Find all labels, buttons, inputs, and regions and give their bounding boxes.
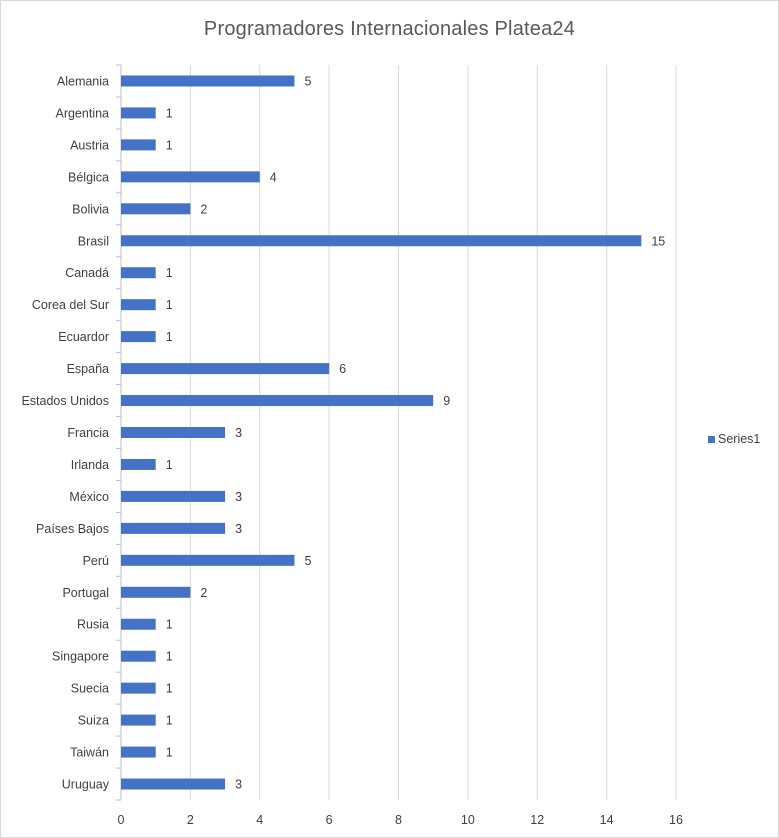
x-tick-label: 8 bbox=[395, 813, 402, 827]
category-label: Estados Unidos bbox=[21, 394, 109, 408]
chart-title: Programadores Internacionales Platea24 bbox=[203, 18, 576, 40]
bar-5 bbox=[121, 203, 191, 215]
data-label: 1 bbox=[166, 746, 173, 760]
data-label: 5 bbox=[304, 554, 311, 568]
category-label: España bbox=[67, 362, 109, 376]
data-label: 1 bbox=[166, 458, 173, 472]
data-label: 2 bbox=[200, 202, 207, 216]
bar-23 bbox=[121, 778, 226, 790]
bar-19 bbox=[121, 650, 156, 662]
bar-15 bbox=[121, 522, 226, 534]
bar-14 bbox=[121, 490, 226, 502]
bars bbox=[121, 75, 642, 790]
data-label: 1 bbox=[166, 138, 173, 152]
category-label: Brasil bbox=[78, 234, 109, 248]
x-tick-label: 2 bbox=[187, 813, 194, 827]
data-label: 9 bbox=[443, 394, 450, 408]
category-label: Alemania bbox=[57, 74, 109, 88]
bar-4 bbox=[121, 171, 260, 183]
category-label: Canadá bbox=[65, 266, 109, 280]
bar-1 bbox=[121, 75, 295, 87]
category-label: Suecia bbox=[71, 682, 109, 696]
bar-11 bbox=[121, 395, 434, 407]
data-label: 1 bbox=[166, 266, 173, 280]
data-label: 1 bbox=[166, 682, 173, 696]
category-label: Argentina bbox=[55, 106, 109, 120]
data-label: 3 bbox=[235, 490, 242, 504]
data-label: 2 bbox=[200, 586, 207, 600]
category-label: México bbox=[69, 490, 109, 504]
bar-17 bbox=[121, 586, 191, 598]
bar-8 bbox=[121, 299, 156, 311]
data-label: 3 bbox=[235, 778, 242, 792]
legend-label: Series1 bbox=[718, 432, 760, 446]
legend: Series1 bbox=[708, 432, 760, 446]
category-label: Países Bajos bbox=[36, 522, 109, 536]
data-label: 4 bbox=[270, 170, 277, 184]
bar-20 bbox=[121, 682, 156, 694]
x-tick-label: 16 bbox=[669, 813, 683, 827]
x-tick-label: 6 bbox=[326, 813, 333, 827]
bar-12 bbox=[121, 427, 226, 438]
category-label: Suiza bbox=[78, 714, 109, 728]
gridlines bbox=[189, 65, 677, 800]
data-label: 15 bbox=[651, 234, 665, 248]
category-label: Perú bbox=[83, 554, 109, 568]
data-label: 5 bbox=[304, 74, 311, 88]
data-label: 1 bbox=[166, 106, 173, 120]
x-tick-label: 12 bbox=[530, 813, 544, 827]
bar-13 bbox=[121, 458, 156, 470]
x-tick-label: 14 bbox=[600, 813, 614, 827]
bar-10 bbox=[121, 363, 330, 375]
data-label: 3 bbox=[235, 426, 242, 440]
data-label: 1 bbox=[166, 714, 173, 728]
category-label: Ecuardor bbox=[58, 330, 109, 344]
bar-18 bbox=[121, 618, 156, 630]
category-label: Bolivia bbox=[72, 202, 109, 216]
bar-22 bbox=[121, 746, 156, 758]
data-label: 1 bbox=[166, 618, 173, 632]
data-label: 1 bbox=[166, 330, 173, 344]
data-label: 6 bbox=[339, 362, 346, 376]
data-label: 3 bbox=[235, 522, 242, 536]
category-label: Corea del Sur bbox=[32, 298, 109, 312]
data-label: 1 bbox=[166, 298, 173, 312]
category-label: Austria bbox=[70, 138, 109, 152]
legend-swatch bbox=[708, 436, 715, 443]
category-label: Bélgica bbox=[68, 170, 109, 184]
axes bbox=[116, 64, 122, 801]
bar-7 bbox=[121, 267, 156, 279]
category-label: Taiwán bbox=[70, 746, 109, 760]
bar-6 bbox=[121, 235, 642, 247]
bar-3 bbox=[121, 139, 156, 151]
category-label: Rusia bbox=[77, 618, 109, 632]
bar-21 bbox=[121, 714, 156, 726]
bar-16 bbox=[121, 554, 295, 566]
bar-9 bbox=[121, 331, 156, 343]
category-label: Uruguay bbox=[62, 778, 110, 792]
x-tick-label: 10 bbox=[461, 813, 475, 827]
bar-2 bbox=[121, 107, 156, 119]
data-label: 1 bbox=[166, 650, 173, 664]
category-label: Irlanda bbox=[71, 458, 109, 472]
x-tick-label: 0 bbox=[118, 813, 125, 827]
category-label: Portugal bbox=[62, 586, 109, 600]
category-label: Singapore bbox=[52, 650, 109, 664]
x-tick-label: 4 bbox=[256, 813, 263, 827]
category-label: Francia bbox=[67, 426, 109, 440]
